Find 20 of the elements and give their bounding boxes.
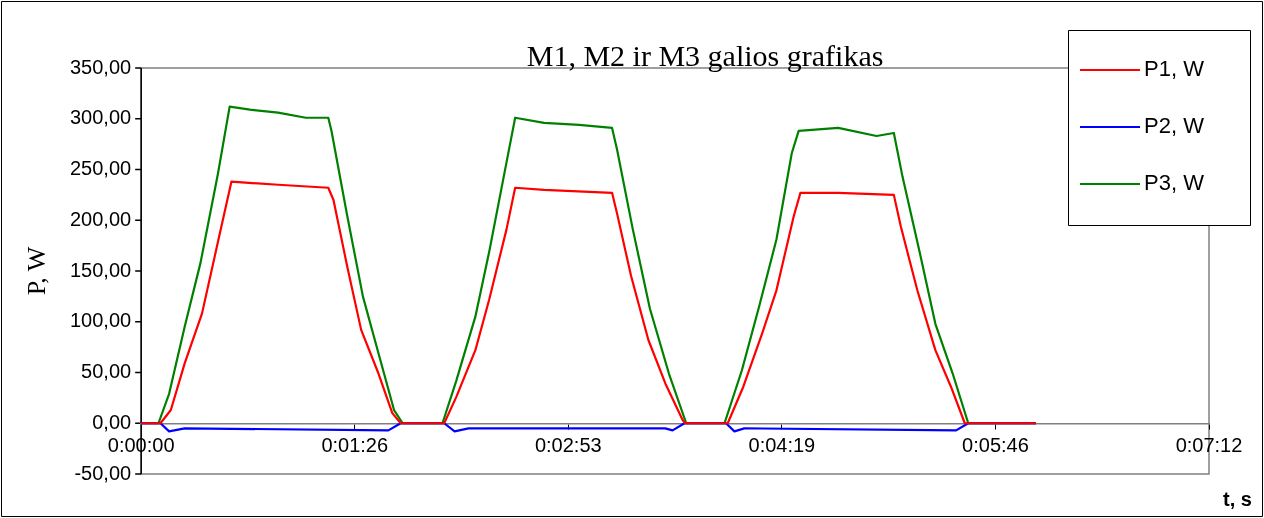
- y-tick-label: 50,00: [81, 360, 132, 383]
- y-tick-label: 250,00: [70, 157, 132, 180]
- legend-label: P2, W: [1144, 113, 1205, 139]
- x-tick-label: 0:04:19: [748, 433, 816, 456]
- x-tick-label: 0:02:53: [534, 433, 602, 456]
- y-tick-label: 0,00: [92, 410, 132, 433]
- x-axis-title: t, s: [1223, 488, 1252, 510]
- y-tick-label: 300,00: [70, 106, 132, 129]
- y-tick-label: 150,00: [70, 258, 132, 281]
- y-tick-label: 100,00: [70, 309, 132, 332]
- x-tick-label: 0:07:12: [1175, 433, 1243, 456]
- y-tick-label: -50,00: [74, 461, 132, 484]
- legend-label: P1, W: [1144, 56, 1205, 82]
- y-tick-label: 350,00: [70, 55, 132, 78]
- y-axis-title: P, W: [21, 246, 51, 296]
- y-tick-label: 200,00: [70, 207, 132, 230]
- chart-title: M1, M2 ir M3 galios grafikas: [526, 39, 884, 72]
- legend-label: P3, W: [1144, 170, 1205, 196]
- x-tick-label: 0:05:46: [962, 433, 1029, 456]
- x-tick-label: 0:01:26: [321, 433, 389, 456]
